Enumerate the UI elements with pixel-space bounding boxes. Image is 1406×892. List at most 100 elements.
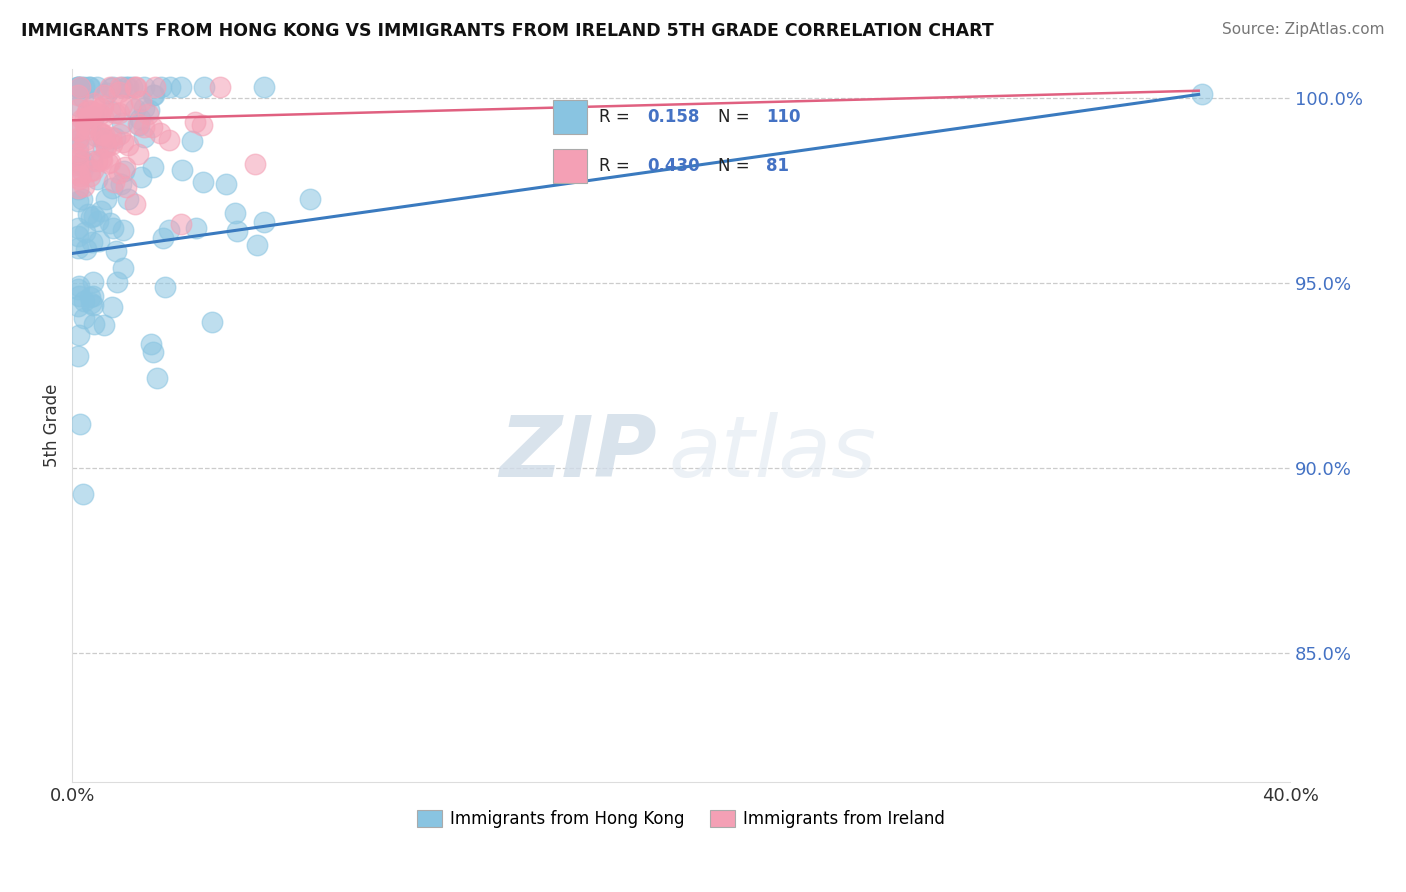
Point (82, 289, 104, 303)
Point (104, 244, 127, 258)
Point (114, 179, 136, 194)
Point (201, 315, 224, 329)
Point (103, 175, 125, 189)
Point (67, 146, 90, 161)
Point (67, 133, 90, 147)
Point (170, 217, 193, 231)
Point (143, 80, 166, 95)
Point (67, 124, 90, 138)
Point (149, 127, 172, 141)
Point (142, 87, 165, 102)
Point (67, 289, 90, 303)
Point (75, 225, 97, 239)
Point (67, 299, 90, 313)
Point (226, 224, 249, 238)
Point (82, 235, 104, 250)
Point (67, 182, 90, 196)
Point (91, 99, 114, 113)
Point (80, 210, 103, 224)
Point (104, 130, 127, 145)
Point (91, 130, 114, 145)
Point (89, 107, 111, 121)
Point (75, 117, 97, 131)
Point (108, 128, 131, 142)
Point (91, 153, 114, 167)
Point (117, 80, 139, 95)
Point (93, 318, 115, 332)
Point (129, 94, 152, 108)
Point (152, 231, 174, 245)
Point (111, 222, 134, 236)
Point (101, 221, 124, 235)
Point (90, 152, 112, 166)
Point (193, 80, 215, 95)
Point (139, 337, 162, 351)
Point (246, 238, 269, 252)
Point (67, 166, 90, 180)
Point (180, 134, 202, 148)
Point (69, 169, 91, 183)
Point (73, 80, 96, 95)
Point (67, 241, 90, 255)
Point (89, 234, 111, 248)
Point (67, 194, 90, 208)
Point (73, 293, 96, 308)
Point (224, 205, 246, 219)
Point (108, 85, 131, 99)
Point (105, 275, 128, 289)
Point (129, 170, 152, 185)
Point (73, 133, 96, 147)
Point (108, 80, 131, 95)
Point (77, 80, 100, 95)
Legend: Immigrants from Hong Kong, Immigrants from Ireland: Immigrants from Hong Kong, Immigrants fr… (411, 803, 952, 835)
Point (136, 106, 159, 120)
Text: atlas: atlas (669, 412, 877, 495)
Point (72, 139, 94, 153)
Point (243, 157, 266, 171)
Point (79, 169, 101, 184)
Point (117, 138, 139, 153)
Point (67, 172, 90, 186)
Point (80, 296, 103, 310)
Point (98, 154, 121, 169)
Point (159, 80, 181, 95)
Point (82, 162, 104, 177)
Point (100, 81, 122, 95)
Point (90, 127, 112, 141)
Point (67, 80, 90, 95)
Point (184, 221, 207, 235)
Point (73, 311, 96, 326)
Point (112, 135, 135, 149)
Point (67, 153, 90, 168)
Point (70, 164, 93, 178)
Point (75, 120, 97, 135)
Point (98, 103, 121, 118)
Point (101, 181, 124, 195)
Point (72, 154, 94, 169)
Text: IMMIGRANTS FROM HONG KONG VS IMMIGRANTS FROM IRELAND 5TH GRADE CORRELATION CHART: IMMIGRANTS FROM HONG KONG VS IMMIGRANTS … (21, 22, 994, 40)
Point (76, 104, 98, 119)
Point (80, 122, 103, 136)
Point (93, 133, 115, 147)
Point (94, 139, 117, 153)
Point (91, 140, 114, 154)
Point (79, 290, 101, 304)
Point (114, 80, 136, 95)
Point (98, 80, 121, 95)
Point (298, 192, 321, 206)
Point (150, 80, 173, 95)
Point (124, 80, 146, 95)
Point (101, 300, 124, 314)
Point (67, 102, 90, 116)
Point (82, 298, 104, 312)
Point (191, 118, 214, 132)
Point (128, 118, 150, 132)
Point (127, 117, 149, 131)
Point (67, 282, 90, 296)
Point (70, 158, 93, 172)
Point (172, 162, 194, 177)
Point (69, 417, 91, 431)
Point (97, 155, 120, 169)
Point (112, 164, 135, 178)
Point (96, 137, 118, 152)
